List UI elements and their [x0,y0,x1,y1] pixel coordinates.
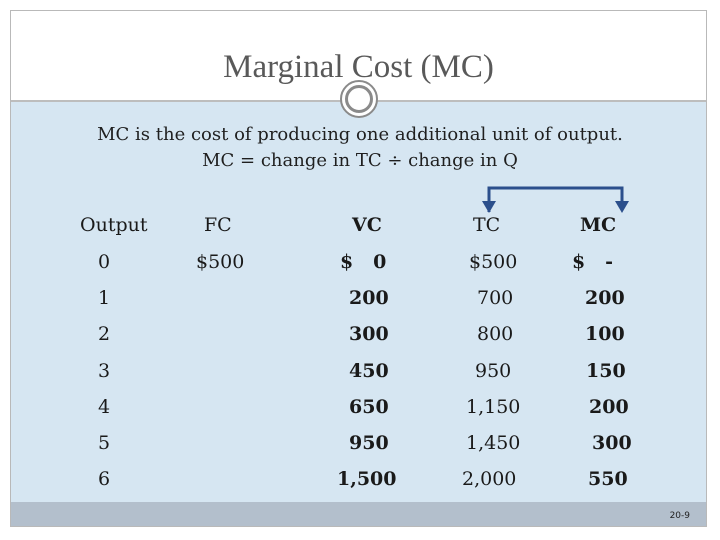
row-1-tc: 700 [477,287,514,309]
slide-number: 20-9 [669,511,690,521]
definition-line-1: MC is the cost of producing one addition… [97,124,623,145]
row-0-vc: $ 0 [340,251,387,273]
row-4-vc: 650 [349,396,389,418]
row-5-output: 5 [98,432,111,454]
row-4-tc: 1,150 [466,396,521,418]
definition-line-2: MC = change in TC ÷ change in Q [202,150,518,171]
row-0-tc: $500 [469,251,518,273]
row-0-mc: $ - [572,251,613,273]
row-0-fc: $500 [196,251,245,273]
row-2-vc: 300 [349,323,389,345]
circle-ornament-icon [340,80,378,118]
row-0-output: 0 [98,251,111,273]
header-fc: FC [204,214,232,236]
row-3-mc: 150 [586,360,626,382]
row-3-tc: 950 [475,360,512,382]
row-2-mc: 100 [585,323,625,345]
row-5-mc: 300 [592,432,632,454]
header-output: Output [80,214,148,236]
row-5-vc: 950 [349,432,389,454]
definition-text: MC is the cost of producing one addition… [0,122,720,174]
row-6-tc: 2,000 [462,468,517,490]
row-3-output: 3 [98,360,111,382]
row-1-vc: 200 [349,287,389,309]
footer-bar [11,502,706,526]
row-1-mc: 200 [585,287,625,309]
row-5-tc: 1,450 [466,432,521,454]
row-6-mc: 550 [588,468,628,490]
row-6-vc: 1,500 [337,468,397,490]
row-2-output: 2 [98,323,111,345]
row-4-mc: 200 [589,396,629,418]
header-vc: VC [352,214,382,236]
content-area [11,102,706,502]
row-4-output: 4 [98,396,111,418]
row-1-output: 1 [98,287,111,309]
row-6-output: 6 [98,468,111,490]
header-mc: MC [580,214,617,236]
row-3-vc: 450 [349,360,389,382]
slide-title: Marginal Cost (MC) [223,49,494,85]
header-tc: TC [473,214,501,236]
row-2-tc: 800 [477,323,514,345]
